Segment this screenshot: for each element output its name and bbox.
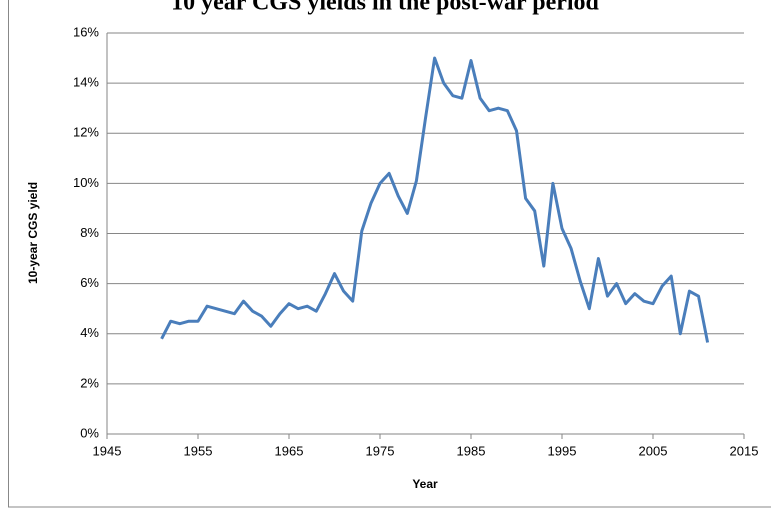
x-tick-label: 1955: [184, 443, 213, 458]
y-tick-label: 16%: [73, 24, 99, 39]
x-tick-label: 1985: [457, 443, 486, 458]
y-tick-label: 12%: [73, 125, 99, 140]
y-tick-label: 8%: [80, 225, 99, 240]
y-tick-label: 14%: [73, 75, 99, 90]
chart-title: 10 year CGS yields in the post-war perio…: [171, 0, 599, 16]
data-line: [160, 56, 710, 343]
x-tick-label: 1965: [275, 443, 304, 458]
y-tick-label: 2%: [80, 375, 99, 390]
x-tick-label: 2015: [730, 443, 759, 458]
x-tick-label: 1995: [548, 443, 577, 458]
y-tick-label: 10%: [73, 175, 99, 190]
y-tick-label: 0%: [80, 425, 99, 440]
x-tick-label: 2005: [639, 443, 668, 458]
y-axis-label: 10-year CGS yield: [26, 182, 40, 284]
frame: [8, 0, 771, 508]
y-tick-label: 4%: [80, 325, 99, 340]
x-tick-label: 1975: [366, 443, 395, 458]
y-tick-label: 6%: [80, 275, 99, 290]
x-tick-label: 1945: [93, 443, 122, 458]
x-axis-label: Year: [412, 477, 438, 491]
